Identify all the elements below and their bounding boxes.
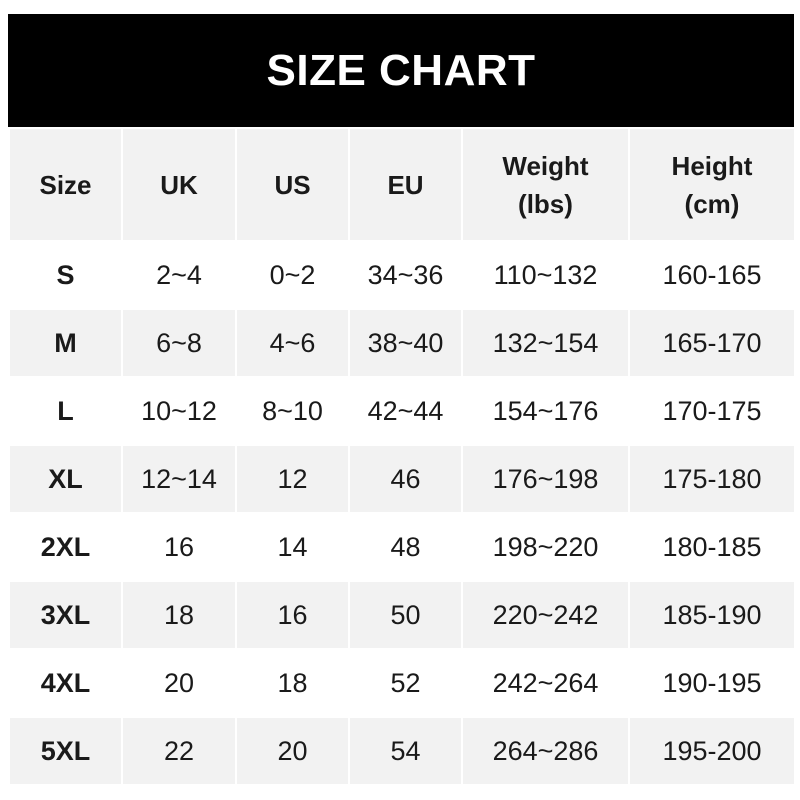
cell-weight: 132~154 (461, 308, 630, 378)
cell-uk: 18 (121, 580, 237, 650)
cell-uk: 12~14 (121, 444, 237, 514)
header-label: EU (387, 169, 424, 200)
cell-us: 16 (235, 580, 350, 650)
cell-size: 3XL (8, 580, 123, 650)
cell-size: L (8, 376, 123, 446)
cell-uk: 16 (121, 512, 237, 582)
header-label: UK (160, 169, 198, 200)
cell-height: 195-200 (628, 716, 796, 786)
cell-weight: 154~176 (461, 376, 630, 446)
cell-uk: 6~8 (121, 308, 237, 378)
cell-uk: 2~4 (121, 240, 237, 310)
cell-height: 180-185 (628, 512, 796, 582)
cell-eu: 34~36 (348, 240, 463, 310)
cell-uk: 22 (121, 716, 237, 786)
header-uk: UK (121, 127, 237, 242)
cell-size: 2XL (8, 512, 123, 582)
cell-weight: 110~132 (461, 240, 630, 310)
cell-eu: 50 (348, 580, 463, 650)
cell-eu: 42~44 (348, 376, 463, 446)
header-unit: (lbs) (518, 188, 573, 219)
cell-uk: 20 (121, 648, 237, 718)
cell-us: 0~2 (235, 240, 350, 310)
header-eu: EU (348, 127, 463, 242)
table-row: 4XL 20 18 52 242~264 190-195 (8, 648, 796, 718)
header-label: US (274, 169, 311, 200)
cell-size: 5XL (8, 716, 123, 786)
table-row: 3XL 18 16 50 220~242 185-190 (8, 580, 796, 650)
header-size: Size (8, 127, 123, 242)
header-us: US (235, 127, 350, 242)
cell-uk: 10~12 (121, 376, 237, 446)
header-unit: (cm) (684, 188, 740, 219)
cell-weight: 176~198 (461, 444, 630, 514)
cell-height: 165-170 (628, 308, 796, 378)
cell-us: 12 (235, 444, 350, 514)
header-label: Height (671, 150, 753, 181)
size-chart: SIZE CHART Size UK US EU Weight (lbs) Height (c… (8, 14, 796, 786)
table-row: L 10~12 8~10 42~44 154~176 170-175 (8, 376, 796, 446)
cell-eu: 48 (348, 512, 463, 582)
chart-title: SIZE CHART (8, 14, 794, 127)
cell-size: M (8, 308, 123, 378)
cell-eu: 38~40 (348, 308, 463, 378)
cell-height: 185-190 (628, 580, 796, 650)
cell-weight: 220~242 (461, 580, 630, 650)
table-row: XL 12~14 12 46 176~198 175-180 (8, 444, 796, 514)
cell-us: 8~10 (235, 376, 350, 446)
table-row: S 2~4 0~2 34~36 110~132 160-165 (8, 240, 796, 310)
cell-us: 18 (235, 648, 350, 718)
cell-eu: 52 (348, 648, 463, 718)
header-row: Size UK US EU Weight (lbs) Height (cm) (8, 127, 796, 242)
cell-weight: 264~286 (461, 716, 630, 786)
cell-weight: 242~264 (461, 648, 630, 718)
cell-us: 20 (235, 716, 350, 786)
header-label: Size (39, 169, 92, 200)
header-label: Weight (502, 150, 589, 181)
table-row: 2XL 16 14 48 198~220 180-185 (8, 512, 796, 582)
cell-size: XL (8, 444, 123, 514)
cell-height: 190-195 (628, 648, 796, 718)
cell-height: 175-180 (628, 444, 796, 514)
cell-size: S (8, 240, 123, 310)
cell-height: 170-175 (628, 376, 796, 446)
table-row: 5XL 22 20 54 264~286 195-200 (8, 716, 796, 786)
size-table: Size UK US EU Weight (lbs) Height (cm) S 2~4 0~2 3… (8, 127, 796, 786)
cell-weight: 198~220 (461, 512, 630, 582)
cell-height: 160-165 (628, 240, 796, 310)
header-height: Height (cm) (628, 127, 796, 242)
header-weight: Weight (lbs) (461, 127, 630, 242)
cell-eu: 54 (348, 716, 463, 786)
cell-us: 4~6 (235, 308, 350, 378)
cell-us: 14 (235, 512, 350, 582)
table-row: M 6~8 4~6 38~40 132~154 165-170 (8, 308, 796, 378)
cell-size: 4XL (8, 648, 123, 718)
cell-eu: 46 (348, 444, 463, 514)
